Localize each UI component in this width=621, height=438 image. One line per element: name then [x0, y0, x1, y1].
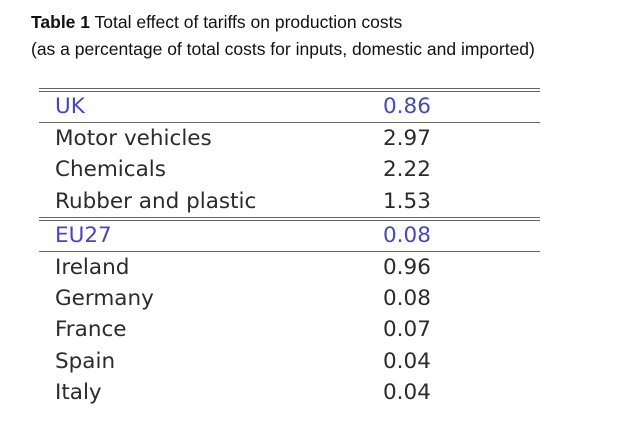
section-double-rule — [39, 216, 540, 221]
group-divider — [39, 122, 540, 123]
table-row: France 0.07 — [39, 314, 540, 345]
table-row: Germany 0.08 — [39, 283, 540, 314]
row-value: 0.04 — [383, 348, 431, 374]
table-title: Total effect of tariffs on production co… — [90, 12, 403, 32]
table-row: Ireland 0.96 — [39, 252, 540, 283]
table-subtitle: (as a percentage of total costs for inpu… — [31, 39, 535, 59]
table-row: Chemicals 2.22 — [39, 154, 540, 185]
table-row: Rubber and plastic 1.53 — [39, 186, 540, 217]
group-name: UK — [55, 94, 85, 119]
row-name: Chemicals — [55, 157, 166, 183]
table-row: Motor vehicles 2.97 — [39, 123, 540, 154]
row-value: 0.96 — [383, 254, 431, 280]
row-name: France — [55, 317, 127, 343]
tariff-table: UK 0.86 Motor vehicles 2.97 Chemicals 2.… — [39, 88, 540, 408]
group-name: EU27 — [55, 222, 112, 248]
row-name: Germany — [55, 286, 154, 312]
row-value: 0.08 — [383, 286, 431, 312]
table-row: Spain 0.04 — [39, 346, 540, 377]
row-name: Italy — [55, 380, 102, 406]
group-value: 0.08 — [383, 222, 431, 248]
table-number: Table 1 — [31, 12, 91, 32]
group-row-eu27: EU27 0.08 — [39, 221, 540, 251]
table-row: Italy 0.04 — [39, 377, 540, 408]
row-value: 0.07 — [383, 317, 431, 343]
row-name: Ireland — [55, 254, 130, 280]
row-value: 1.53 — [383, 188, 431, 214]
top-double-rule — [39, 88, 540, 92]
group-divider — [39, 250, 540, 252]
row-name: Spain — [55, 348, 116, 374]
group-value: 0.86 — [383, 94, 431, 119]
row-name: Rubber and plastic — [55, 188, 257, 214]
row-value: 2.97 — [383, 126, 431, 151]
row-name: Motor vehicles — [55, 126, 212, 151]
row-value: 2.22 — [383, 157, 431, 183]
table-caption: Table 1 Total effect of tariffs on produ… — [31, 9, 535, 63]
caption-line-1: Table 1 Total effect of tariffs on produ… — [31, 9, 535, 36]
row-value: 0.04 — [383, 380, 431, 406]
group-row-uk: UK 0.86 — [39, 92, 540, 122]
